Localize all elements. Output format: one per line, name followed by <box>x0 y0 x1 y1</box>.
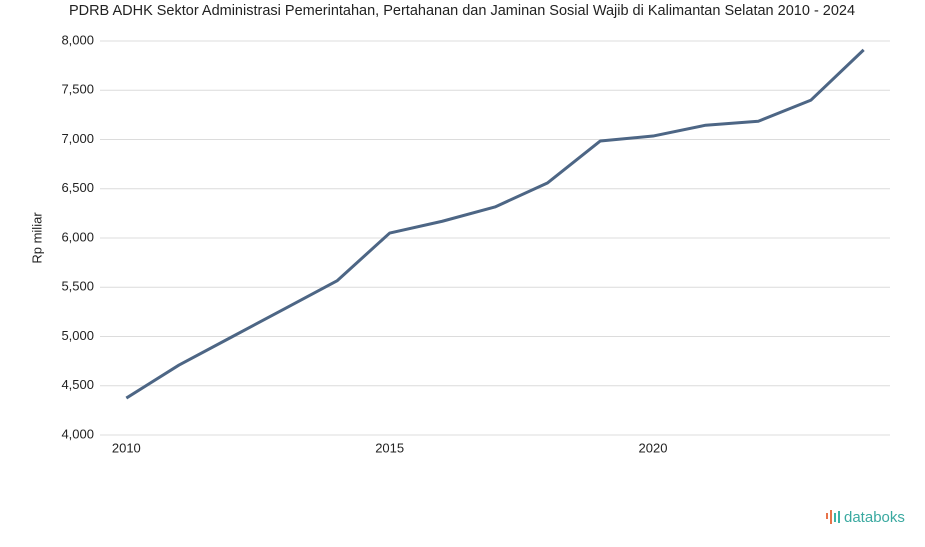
x-tick-label: 2010 <box>112 440 141 455</box>
y-tick-label: 5,000 <box>61 328 94 343</box>
y-tick-label: 7,000 <box>61 131 94 146</box>
x-tick-label: 2015 <box>375 440 404 455</box>
y-tick-label: 5,500 <box>61 279 94 294</box>
chart-title: PDRB ADHK Sektor Administrasi Pemerintah… <box>69 3 855 19</box>
logo-bar <box>834 513 836 522</box>
y-tick-label: 4,500 <box>61 377 94 392</box>
x-tick-label: 2020 <box>639 440 668 455</box>
y-tick-label: 6,500 <box>61 180 94 195</box>
y-tick-label: 7,500 <box>61 82 94 97</box>
y-tick-label: 6,000 <box>61 229 94 244</box>
logo-bar <box>830 510 832 524</box>
logo-bar <box>838 511 840 523</box>
y-tick-label: 8,000 <box>61 32 94 47</box>
brand-logo: databoks <box>826 509 905 526</box>
brand-name: databoks <box>844 509 905 526</box>
data-line <box>125 48 865 400</box>
y-tick-label: 4,000 <box>61 426 94 441</box>
y-axis-label: Rp miliar <box>29 212 44 264</box>
logo-bar <box>826 513 828 519</box>
